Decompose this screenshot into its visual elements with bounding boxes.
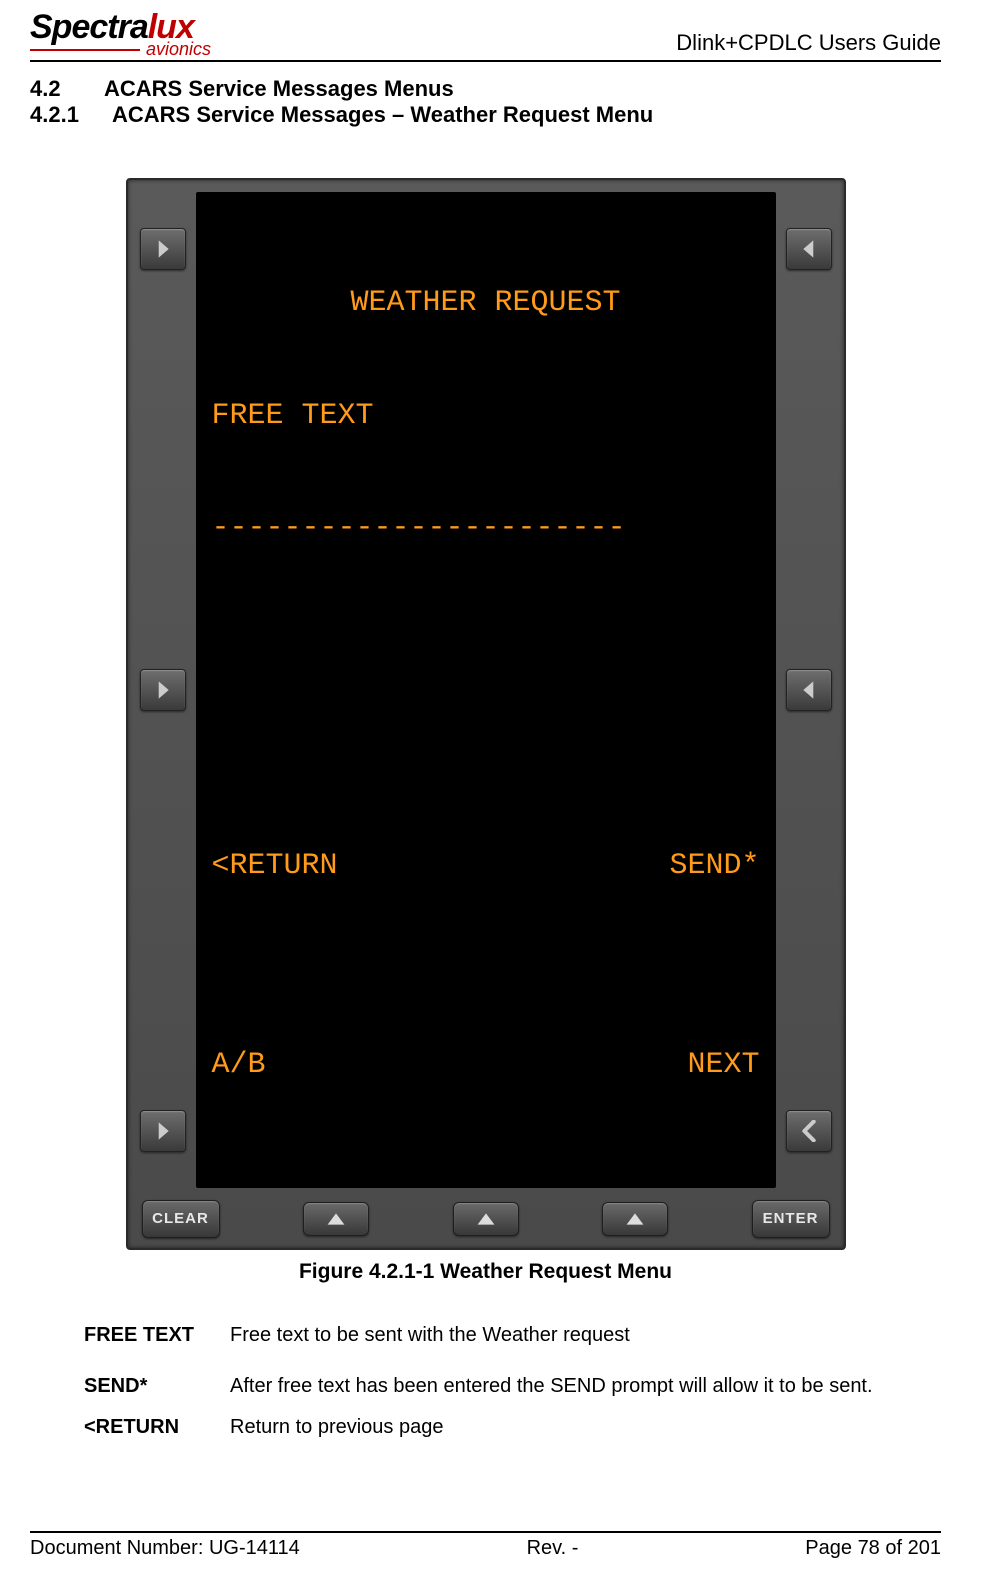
chevron-left-icon (798, 1120, 820, 1142)
definitions-list: FREE TEXT Free text to be sent with the … (84, 1324, 941, 1467)
triangle-right-icon (155, 1121, 171, 1141)
left-lsk-column (140, 192, 186, 1188)
triangle-right-icon (155, 680, 171, 700)
figure-caption: Figure 4.2.1-1 Weather Request Menu (299, 1260, 672, 1284)
section-number: 4.2 (30, 76, 86, 102)
lsk-r1[interactable] (786, 228, 832, 270)
mcdu-screen: WEATHER REQUEST FREE TEXT --------------… (196, 192, 776, 1188)
section-title: ACARS Service Messages Menus (104, 76, 454, 102)
device-bottom-row: CLEAR ENTER (140, 1200, 832, 1238)
screen-title: WEATHER REQUEST (212, 285, 760, 323)
document-title: Dlink+CPDLC Users Guide (676, 30, 941, 58)
def-send: SEND* After free text has been entered t… (84, 1375, 941, 1398)
page-header: Spectralux avionics Dlink+CPDLC Users Gu… (30, 10, 941, 62)
def-term: SEND* (84, 1375, 210, 1398)
screen-return-prompt: <RETURN (212, 848, 338, 886)
mcdu-device: WEATHER REQUEST FREE TEXT --------------… (126, 178, 846, 1250)
section-4-2-1: 4.2.1 ACARS Service Messages – Weather R… (30, 102, 941, 128)
def-return: <RETURN Return to previous page (84, 1416, 941, 1439)
def-free-text: FREE TEXT Free text to be sent with the … (84, 1324, 941, 1347)
page-footer: Document Number: UG-14114 Rev. - Page 78… (30, 1531, 941, 1560)
logo-subtext: avionics (146, 40, 215, 58)
footer-revision: Rev. - (527, 1537, 579, 1560)
brand-logo: Spectralux avionics (30, 10, 215, 58)
triangle-up-icon (476, 1212, 496, 1226)
logo-rule (30, 49, 140, 51)
lsk-l1[interactable] (140, 228, 186, 270)
triangle-up-icon (326, 1212, 346, 1226)
section-number: 4.2.1 (30, 102, 94, 128)
lsk-l2[interactable] (140, 669, 186, 711)
triangle-up-icon (625, 1212, 645, 1226)
screen-row-return-send: <RETURN SEND* (212, 848, 760, 886)
arrow-up-button-2[interactable] (453, 1202, 519, 1236)
section-headings: 4.2 ACARS Service Messages Menus 4.2.1 A… (30, 76, 941, 128)
triangle-left-icon (801, 680, 817, 700)
lsk-r2[interactable] (786, 669, 832, 711)
def-term: <RETURN (84, 1416, 210, 1439)
section-4-2: 4.2 ACARS Service Messages Menus (30, 76, 941, 102)
enter-button[interactable]: ENTER (752, 1200, 830, 1238)
triangle-left-icon (801, 239, 817, 259)
right-lsk-column (786, 192, 832, 1188)
screen-ab-label: A/B (212, 1047, 266, 1085)
lsk-l3[interactable] (140, 1110, 186, 1152)
arrow-up-button-1[interactable] (303, 1202, 369, 1236)
screen-free-text-label: FREE TEXT (212, 398, 760, 436)
section-title: ACARS Service Messages – Weather Request… (112, 102, 653, 128)
def-desc: After free text has been entered the SEN… (230, 1375, 873, 1398)
footer-page-number: Page 78 of 201 (805, 1537, 941, 1560)
def-term: FREE TEXT (84, 1324, 210, 1347)
screen-send-prompt: SEND* (669, 848, 759, 886)
clear-button[interactable]: CLEAR (142, 1200, 220, 1238)
triangle-right-icon (155, 239, 171, 259)
def-desc: Free text to be sent with the Weather re… (230, 1324, 630, 1347)
lsk-r3-back[interactable] (786, 1110, 832, 1152)
logo-text-a: Spectra (30, 8, 148, 46)
arrow-up-button-3[interactable] (602, 1202, 668, 1236)
screen-next-label: NEXT (687, 1047, 759, 1085)
figure-block: WEATHER REQUEST FREE TEXT --------------… (30, 178, 941, 1284)
screen-row-ab-next: A/B NEXT (212, 1047, 760, 1085)
def-desc: Return to previous page (230, 1416, 443, 1439)
footer-doc-number: Document Number: UG-14114 (30, 1537, 300, 1560)
screen-input-dashes: ----------------------- (212, 510, 760, 548)
